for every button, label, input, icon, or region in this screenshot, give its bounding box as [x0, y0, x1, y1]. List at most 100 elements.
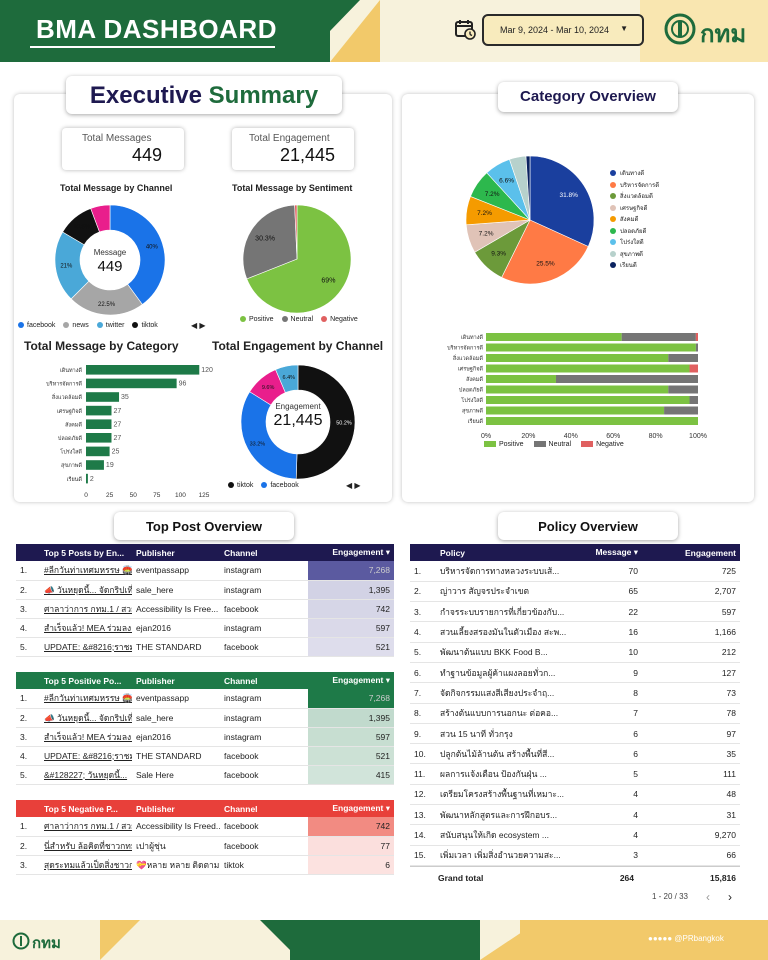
table-row[interactable]: 1. บริหารจัดการทางหลวงระบบเส้... 70 725: [410, 561, 740, 582]
table-row[interactable]: 13. พัฒนาหลักสูตรและการฝึกอบร... 4 31: [410, 804, 740, 826]
social-icons[interactable]: ●●●●● @PRbangkok: [648, 934, 724, 943]
table-row[interactable]: 7. จัดกิจกรรมแสงสีเสียงประจำฤ... 8 73: [410, 682, 740, 704]
column-header[interactable]: Message ▾: [595, 547, 638, 557]
channel-donut-chart: 40% 22.5% 21% 10.8%: [54, 204, 166, 316]
category-bar-chart: เดินทางดี 120 บริหารจัดการดี 96 สิ่งแวดล้อมด…: [46, 365, 213, 499]
post-link[interactable]: สำเร็จแล้ว! MEA ร่วมลง...: [40, 618, 132, 638]
x-tick-label: 80%: [649, 433, 663, 440]
chevron-left-icon[interactable]: ‹: [706, 889, 710, 904]
pie-slice-facebook: [109, 204, 166, 305]
row-index: 2.: [16, 708, 40, 728]
publisher: THE STANDARD: [132, 746, 220, 766]
calendar-icon[interactable]: [454, 18, 476, 40]
column-header[interactable]: Top 5 Posts by En...: [44, 547, 125, 558]
policy-name: สนับสนุนให้เกิด ecosystem ...: [436, 824, 576, 846]
table-row[interactable]: 6. ทำฐานข้อมูลผู้ค้าแผงลอยทั่วก... 9 127: [410, 662, 740, 684]
column-header[interactable]: Publisher: [136, 547, 175, 558]
post-link[interactable]: ศาลาว่าการ กทม.1 / สวย...: [40, 817, 132, 837]
column-header[interactable]: Top 5 Positive Po...: [44, 675, 122, 686]
message-count: 16: [576, 621, 642, 643]
post-link[interactable]: UPDATE: &#8216;ราชม...: [40, 746, 132, 766]
legend-swatch: [18, 322, 24, 329]
top-post-table: Top 5 Positive Po... Publisher Channel Enga…: [16, 672, 394, 785]
legend-pager[interactable]: ◀ ▶: [191, 321, 206, 330]
column-header[interactable]: Publisher: [136, 803, 175, 814]
table-row[interactable]: 1.#ลีกวันท่าเทศมหรรษ 🏟️ เนื้อ...eventpas…: [16, 561, 394, 581]
publisher: เปาผู้ชุ่น: [132, 836, 220, 856]
post-link[interactable]: สำเร็จแล้ว! MEA ร่วมลง...: [40, 727, 132, 747]
engagement-value: 2,707: [642, 581, 740, 603]
legend-item: เรียนดี: [610, 260, 730, 272]
table-row[interactable]: 1.#ลีกวันท่าเทศมหรรษ 🏟️ เนื้อ...eventpas…: [16, 689, 394, 709]
table-row[interactable]: 2.📣 วันหยุดนี้... จัดกริปเที่ยว...sale_h…: [16, 580, 394, 600]
engagement-value: 77: [308, 836, 394, 856]
message-count: 65: [576, 581, 642, 603]
top-post-title: Top Post Overview: [114, 512, 294, 540]
publisher: eventpassapp: [132, 561, 220, 581]
stack-segment-neutral: [668, 385, 698, 394]
bma-seal-icon: [12, 932, 30, 950]
slice-label: 25.5%: [536, 260, 555, 267]
table-row[interactable]: 2. ญ่าวาร สัญจรประจำเขต 65 2,707: [410, 581, 740, 603]
table-row[interactable]: 12. เตรียมโครงสร้างพื้นฐานที่เหมาะ... 4 48: [410, 784, 740, 806]
legend-pager[interactable]: ◀ ▶: [346, 481, 361, 490]
post-link[interactable]: &#128227; วันหยุดนี้...: [40, 765, 132, 785]
post-link[interactable]: ศาลาว่าการ กทม.1 / สวยๆ...: [40, 599, 132, 619]
category-tick-label: โปร่งใสดี: [60, 448, 82, 456]
column-header[interactable]: Top 5 Negative P...: [44, 803, 118, 814]
publisher: sale_here: [132, 708, 220, 728]
post-link[interactable]: นี่สำหรับ ล้อคิดที่ชาวกทม...: [40, 836, 132, 856]
table-row[interactable]: 3. สุดระทมแล้วเป็ดสิ่งชาวก... 💝หลาย หลาย ต…: [16, 855, 394, 875]
table-row[interactable]: 3.ศาลาว่าการ กทม.1 / สวยๆ...Accessibilit…: [16, 599, 394, 619]
table-row[interactable]: 1.ศาลาว่าการ กทม.1 / สวย...Accessibility…: [16, 817, 394, 837]
column-header[interactable]: Engagement ▾: [332, 547, 390, 557]
table-row[interactable]: 10. ปลูกต้นไม้ล้านต้น สร้างพื้นที่สี... 6 3…: [410, 743, 740, 765]
table-row[interactable]: 5. พัฒนาต้นแบบ BKK Food B... 10 212: [410, 642, 740, 663]
kpi-value: 449: [132, 145, 163, 165]
column-header[interactable]: Engagement ▾: [332, 803, 390, 813]
table-row[interactable]: 3. สำเร็จแล้ว! MEA ร่วมลง... ejan2016 insta…: [16, 727, 394, 747]
table-row[interactable]: 5.UPDATE: &#8216;ราชม...THE STANDARDface…: [16, 637, 394, 657]
column-header[interactable]: Policy: [440, 547, 466, 558]
message-count: 22: [576, 601, 642, 623]
post-link[interactable]: UPDATE: &#8216;ราชม...: [40, 637, 132, 657]
post-link[interactable]: 📣 วันหยุดนี้... จัดกริปเที่ยว...: [40, 708, 132, 728]
row-index: 2.: [410, 581, 436, 603]
row-index: 3.: [16, 599, 40, 619]
table-row[interactable]: 2.นี่สำหรับ ล้อคิดที่ชาวกทม...เปาผู้ชุ่น…: [16, 836, 394, 856]
table-row[interactable]: 4. สวนเลี้ยงสรองมันในตัวเมือง สะพ... 16 1,1…: [410, 621, 740, 643]
table-row[interactable]: 8. สร้างต้นแบบการนอกนะ ต่อคอ... 7 78: [410, 703, 740, 724]
table-row[interactable]: 5. &#128227; วันหยุดนี้... Sale Here facebo…: [16, 765, 394, 785]
post-link[interactable]: #ลีกวันท่าเทศมหรรษ 🏟️ เนื้อ...: [40, 561, 132, 581]
column-header[interactable]: Channel: [224, 675, 258, 686]
channel: instagram: [220, 708, 308, 728]
table-row[interactable]: 14. สนับสนุนให้เกิด ecosystem ... 4 9,270: [410, 824, 740, 846]
table-row[interactable]: 11. ผลการแจ้งเตือน ป้องกันฝุ่น ... 5 111: [410, 763, 740, 785]
slice-label: 6.4%: [282, 375, 295, 381]
table-row[interactable]: 2.📣 วันหยุดนี้... จัดกริปเที่ยว...sale_h…: [16, 708, 394, 728]
table-row[interactable]: 15. เพิ่มเวลา เพิ่มสิ่งอำนวยความสะ... 3 66: [410, 845, 740, 866]
category-tick-label: ปลอดภัยดี: [58, 435, 83, 442]
policy-name: เพิ่มเวลา เพิ่มสิ่งอำนวยความสะ...: [436, 845, 576, 866]
post-link[interactable]: 📣 วันหยุดนี้... จัดกริปเที่ยว...: [40, 580, 132, 600]
table-row[interactable]: 4.UPDATE: &#8216;ราชม...THE STANDARDface…: [16, 746, 394, 766]
column-header[interactable]: Channel: [224, 803, 258, 814]
header-bar: [0, 0, 768, 62]
category-bar: [86, 446, 110, 457]
column-header[interactable]: Engagement: [684, 547, 736, 558]
table-row[interactable]: 3. กำจรระบบรายการที่เกี่ยวข้องกับ... 22 597: [410, 601, 740, 623]
date-range-picker[interactable]: Mar 9, 2024 - Mar 10, 2024 ▼: [482, 14, 644, 46]
table-row[interactable]: 4. สำเร็จแล้ว! MEA ร่วมลง... ejan2016 insta…: [16, 618, 394, 638]
post-link[interactable]: สุดระทมแล้วเป็ดสิ่งชาวก...: [40, 855, 132, 875]
legend-swatch: [96, 322, 103, 329]
post-link[interactable]: #ลีกวันท่าเทศมหรรษ 🏟️ เนื้อ...: [40, 689, 132, 709]
engagement-value: 97: [642, 723, 740, 745]
pie-slice-เดินทางดี: [529, 155, 595, 247]
column-header[interactable]: Publisher: [136, 675, 175, 686]
column-header[interactable]: Channel: [224, 547, 258, 558]
bar-value-label: 120: [201, 367, 213, 374]
engagement-value: 521: [308, 637, 394, 657]
column-header[interactable]: Engagement ▾: [332, 675, 390, 685]
chevron-right-icon[interactable]: ›: [728, 889, 732, 904]
table-row[interactable]: 9. สวน 15 นาที ทั่วกรุง 6 97: [410, 723, 740, 745]
